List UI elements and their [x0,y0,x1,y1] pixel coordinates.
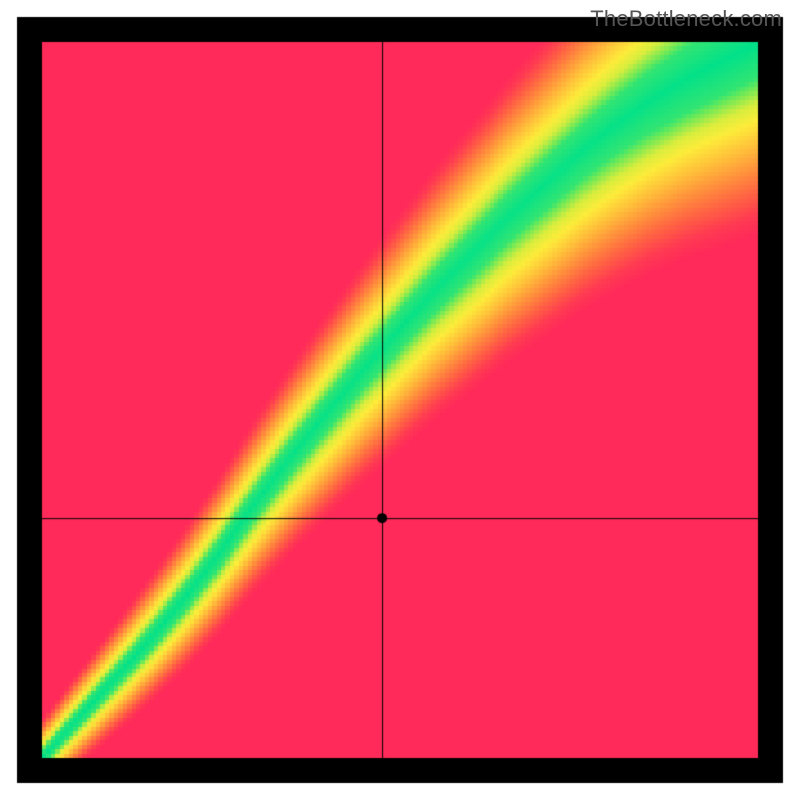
chart-container: TheBottleneck.com [0,0,800,800]
bottleneck-heatmap-canvas [0,0,800,800]
watermark-text: TheBottleneck.com [590,6,782,32]
